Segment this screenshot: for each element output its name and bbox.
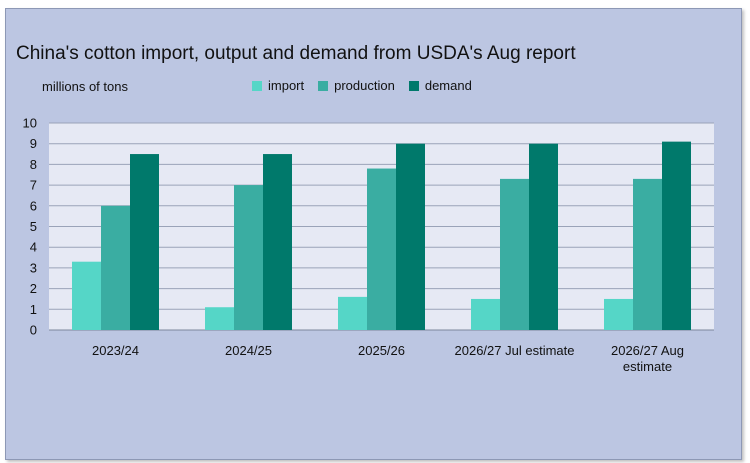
x-category-label: 2023/24	[92, 343, 139, 358]
y-tick-label: 7	[30, 178, 37, 193]
legend-label-demand: demand	[424, 78, 472, 93]
x-category-label: 2025/26	[358, 343, 405, 358]
legend-label-import: import	[268, 78, 305, 93]
chart-title: China's cotton import, output and demand…	[16, 43, 576, 64]
y-axis-unit-label: millions of tons	[42, 79, 128, 94]
x-category-label: 2026/27 Aug estimate	[611, 343, 684, 374]
bar-production	[101, 205, 130, 330]
y-tick-label: 9	[30, 136, 37, 151]
bar-import	[205, 307, 234, 330]
legend-label-production: production	[334, 78, 395, 93]
bar-production	[367, 168, 396, 330]
y-tick-label: 3	[30, 260, 37, 275]
legend-swatch-import	[252, 80, 262, 91]
legend-swatch-demand	[408, 80, 419, 91]
legend-item-import: import	[252, 78, 304, 93]
bar-demand	[396, 143, 425, 330]
x-category-label: 2026/27 Jul estimate	[455, 343, 575, 358]
legend-item-demand: demand	[408, 78, 472, 93]
bar-production	[234, 185, 263, 330]
bar-import	[471, 298, 500, 330]
bar-production	[500, 178, 529, 330]
y-tick-label: 0	[30, 323, 37, 338]
y-tick-label: 2	[30, 281, 37, 296]
bar-import	[72, 261, 101, 330]
bar-demand	[662, 141, 691, 330]
legend-item-production: production	[318, 78, 395, 93]
y-tick-label: 10	[23, 116, 37, 131]
chart-legend: import production demand	[252, 78, 472, 93]
y-tick-label: 4	[30, 240, 37, 255]
y-tick-label: 6	[30, 198, 37, 213]
y-tick-label: 8	[30, 157, 37, 172]
y-tick-label: 5	[30, 219, 37, 234]
bar-demand	[529, 143, 558, 330]
bar-import	[604, 298, 633, 330]
bar-production	[633, 178, 662, 330]
y-tick-label: 1	[30, 302, 37, 317]
bar-import	[338, 296, 367, 330]
x-category-label: 2024/25	[225, 343, 272, 358]
bar-demand	[130, 154, 159, 330]
bar-demand	[263, 154, 292, 330]
legend-swatch-production	[318, 80, 329, 91]
